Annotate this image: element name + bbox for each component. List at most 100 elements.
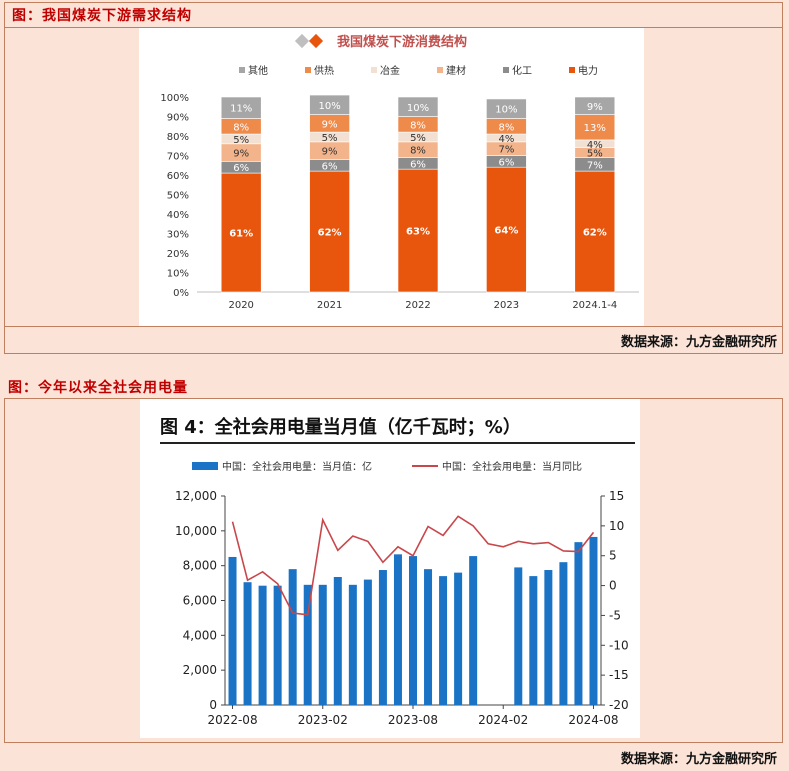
left-tick-label: 0	[209, 698, 217, 712]
bar	[363, 579, 372, 705]
bar	[529, 576, 538, 705]
legend-label: 化工	[512, 64, 532, 77]
left-tick-label: 2,000	[183, 663, 217, 677]
legend-swatch	[503, 67, 509, 73]
y-tick-label: 60%	[167, 171, 189, 182]
left-tick-label: 10,000	[175, 524, 217, 538]
data-label: 5%	[233, 135, 249, 146]
bar	[454, 572, 463, 705]
bar-segment	[574, 96, 616, 115]
right-tick-label: -20	[609, 698, 629, 712]
bar-segment	[309, 94, 350, 115]
y-tick-label: 20%	[167, 249, 189, 260]
bar	[348, 584, 357, 705]
x-tick-label: 2024-08	[568, 713, 618, 727]
bar	[469, 556, 478, 705]
legend-swatch	[305, 67, 311, 73]
figure2-caption: 图：今年以来全社会用电量	[8, 380, 188, 396]
figure1-chart: 我国煤炭下游消费结构 其他 供热 冶金 建材 化工 电力 0% 10% 20% 30% 40% 50% 6…	[139, 28, 644, 326]
data-label: 61%	[229, 229, 253, 240]
x-tick-label: 2024.1-4	[572, 300, 617, 311]
y-tick-label: 0%	[173, 288, 189, 299]
bar-segment	[220, 172, 262, 293]
data-label: 10%	[407, 103, 429, 114]
legend-swatch	[437, 67, 443, 73]
title-diamond-icon	[294, 33, 310, 49]
right-tick-label: 5	[609, 549, 617, 563]
bar	[589, 536, 598, 705]
legend-label: 供热	[314, 64, 334, 77]
data-label: 6%	[498, 157, 514, 168]
right-tick-label: 0	[609, 579, 617, 593]
data-label: 9%	[233, 149, 249, 160]
x-tick-label: 2023	[494, 300, 519, 311]
legend-swatch	[569, 67, 575, 73]
bar	[303, 584, 312, 705]
data-label: 9%	[322, 147, 338, 158]
data-label: 63%	[406, 227, 430, 238]
data-label: 11%	[230, 104, 252, 115]
figure1-divider	[4, 27, 783, 28]
figure2-source: 数据来源：九方金融研究所	[620, 752, 777, 767]
x-tick-label: 2022	[405, 300, 430, 311]
bar	[424, 569, 433, 705]
legend-label: 其他	[248, 64, 268, 77]
bar	[393, 554, 402, 705]
bar-segment	[397, 168, 439, 293]
right-tick-label: 10	[609, 519, 624, 533]
legend-swatch	[239, 67, 245, 73]
y-tick-label: 90%	[167, 113, 189, 124]
bar	[544, 570, 553, 705]
data-label: 5%	[322, 133, 338, 144]
bar-segment	[574, 170, 616, 293]
bar	[409, 556, 417, 705]
legend-label: 中国：全社会用电量：当月同比	[442, 460, 582, 473]
data-label: 7%	[587, 160, 603, 171]
x-tick-label: 2023-08	[388, 713, 438, 727]
yoy-line	[231, 515, 595, 616]
figure1-source-divider	[4, 326, 783, 327]
bar-segment	[220, 96, 262, 119]
x-tick-label: 2023-02	[298, 713, 348, 727]
left-tick-label: 12,000	[175, 489, 217, 503]
right-tick-label: -10	[609, 638, 629, 652]
title-diamond-icon	[308, 33, 324, 49]
bar	[288, 569, 297, 705]
y-tick-label: 50%	[167, 191, 189, 202]
data-label: 6%	[233, 163, 249, 174]
data-label: 5%	[410, 133, 426, 144]
data-label: 6%	[322, 161, 338, 172]
data-label: 7%	[498, 145, 514, 156]
legend-label: 电力	[578, 64, 598, 77]
x-tick-label: 2020	[228, 300, 253, 311]
data-label: 9%	[322, 119, 338, 130]
data-label: 64%	[494, 226, 518, 237]
bar	[559, 562, 568, 705]
figure1-source: 数据来源：九方金融研究所	[620, 335, 777, 350]
x-tick-label: 2022-08	[207, 713, 257, 727]
bar	[228, 556, 237, 705]
x-tick-label: 2021	[317, 300, 342, 311]
figure1-caption: 图：我国煤炭下游需求结构	[12, 8, 192, 24]
bar	[439, 576, 448, 705]
data-label: 13%	[584, 123, 606, 134]
legend-swatch	[371, 67, 377, 73]
left-tick-label: 8,000	[183, 559, 217, 573]
data-label: 4%	[498, 134, 514, 145]
legend-swatch	[192, 462, 218, 470]
bar-segment	[486, 166, 527, 293]
data-label: 62%	[318, 228, 342, 239]
bar	[378, 570, 387, 705]
data-label: 8%	[498, 122, 514, 133]
data-label: 6%	[410, 159, 426, 170]
data-label: 9%	[587, 102, 603, 113]
right-tick-label: -5	[609, 608, 621, 622]
legend-label: 中国：全社会用电量：当月值：亿	[222, 460, 372, 473]
y-tick-label: 100%	[160, 93, 189, 104]
left-tick-label: 4,000	[183, 628, 217, 642]
left-tick-label: 6,000	[183, 594, 217, 608]
bar	[243, 582, 252, 705]
chart-title: 我国煤炭下游消费结构	[337, 34, 467, 50]
bar	[318, 584, 327, 705]
